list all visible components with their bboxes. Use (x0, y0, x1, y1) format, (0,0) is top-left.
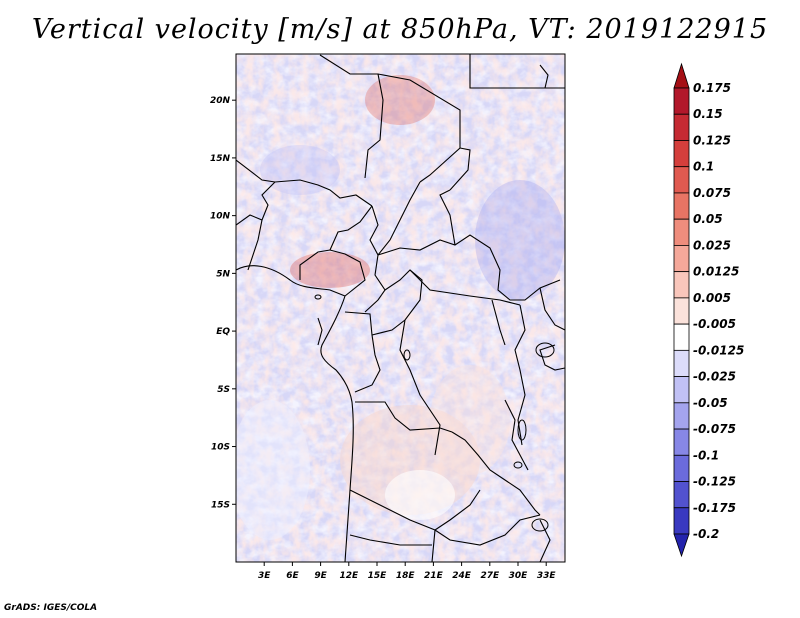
colorbar-label: -0.1 (693, 448, 719, 462)
colorbar-top-arrow (673, 62, 690, 89)
colorbar: 0.175 0.15 0.125 0.1 0.075 0.05 0.025 0.0125 0.0… (673, 62, 744, 558)
colorbar-label: 0.05 (693, 212, 723, 226)
colorbar-segment (673, 323, 690, 351)
map-frame (235, 53, 566, 563)
latitude-axis: 20N 15N 10N 5N EQ 5S 10S 15S (210, 96, 236, 510)
colorbar-label: 0.15 (693, 107, 723, 121)
lon-tick-label: 27E (480, 571, 500, 581)
colorbar-label: -0.0125 (693, 343, 744, 357)
colorbar-label: 0.0125 (693, 265, 739, 279)
colorbar-label: 0.075 (693, 186, 731, 200)
grads-credit: GrADS: IGES/COLA (4, 603, 98, 613)
colorbar-segment (673, 113, 690, 141)
colorbar-label: -0.005 (693, 317, 736, 331)
lon-tick-label: 33E (537, 571, 557, 581)
lon-tick-label: 12E (339, 571, 359, 581)
lon-tick-label: 30E (509, 571, 529, 581)
lat-tick-label: 10N (210, 212, 231, 222)
lon-tick-label: 18E (396, 571, 416, 581)
colorbar-label: -0.025 (693, 370, 736, 384)
colorbar-label: -0.075 (693, 422, 736, 436)
lat-tick-label: 10S (211, 443, 230, 453)
lat-tick-label: 15S (211, 500, 230, 510)
lon-tick-label: 15E (368, 571, 388, 581)
colorbar-label: -0.175 (693, 501, 736, 515)
colorbar-segment (673, 402, 690, 430)
lat-tick-label: 20N (210, 96, 231, 106)
lon-tick-label: 6E (286, 571, 299, 581)
colorbar-segment (673, 349, 690, 377)
colorbar-segment (673, 297, 690, 325)
lon-tick-label: 9E (314, 571, 327, 581)
colorbar-segment (673, 428, 690, 456)
colorbar-segment (673, 192, 690, 220)
lat-tick-label: 15N (210, 154, 231, 164)
colorbar-segment (673, 140, 690, 168)
colorbar-label: -0.2 (693, 527, 719, 541)
colorbar-label: 0.025 (693, 238, 731, 252)
colorbar-label: 0.005 (693, 291, 731, 305)
colorbar-label: 0.125 (693, 133, 731, 147)
country-borders (236, 54, 565, 562)
colorbar-segment (673, 454, 690, 482)
lon-tick-label: 24E (452, 571, 472, 581)
colorbar-segment (673, 218, 690, 246)
colorbar-segment (673, 166, 690, 194)
vertical-velocity-field (236, 54, 565, 562)
colorbar-bottom-arrow (673, 533, 690, 558)
longitude-axis: 3E 6E 9E 12E 15E 18E 21E 24E 27E 30E 33E (258, 562, 556, 581)
colorbar-label: -0.05 (693, 396, 728, 410)
lat-tick-label: EQ (216, 327, 230, 337)
lat-tick-label: 5N (216, 269, 230, 279)
lon-tick-label: 21E (424, 571, 444, 581)
colorbar-segment (673, 481, 690, 509)
colorbar-segment (673, 507, 690, 535)
colorbar-segment (673, 271, 690, 299)
lat-tick-label: 5S (217, 385, 230, 395)
colorbar-label: 0.1 (693, 160, 714, 174)
colorbar-label: -0.125 (693, 475, 736, 489)
colorbar-segment (673, 376, 690, 404)
colorbar-label: 0.175 (693, 81, 731, 95)
colorbar-segment (673, 245, 690, 273)
lon-tick-label: 3E (258, 571, 271, 581)
colorbar-segment (673, 87, 690, 115)
plot-title: Vertical velocity [m/s] at 850hPa, VT: 2… (31, 14, 769, 45)
lakes (314, 294, 555, 532)
